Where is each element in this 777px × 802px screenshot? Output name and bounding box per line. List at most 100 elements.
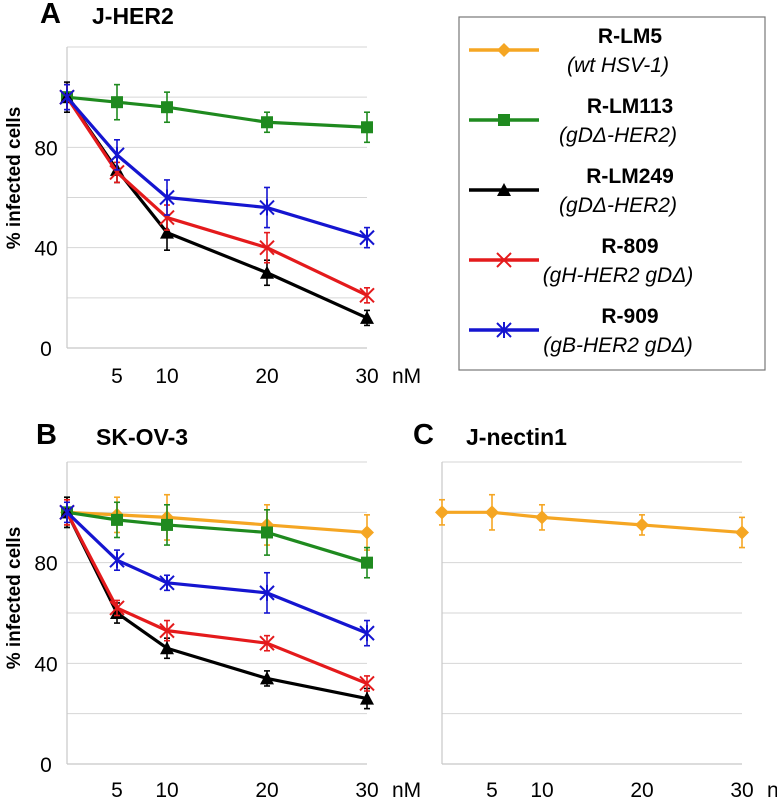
y-tick-label: 0 <box>40 338 52 361</box>
data-point <box>109 164 125 181</box>
data-point <box>259 584 275 601</box>
series-line <box>65 96 368 320</box>
data-point <box>635 517 649 532</box>
panel-b-ylabel: % infected cells <box>4 527 25 670</box>
x-tick-label: 20 <box>630 779 653 802</box>
legend-entry-r-lm249: R-LM249 (gDΔ-HER2) <box>469 165 677 217</box>
x-tick-label: 30 <box>730 779 753 802</box>
data-point <box>109 600 125 616</box>
x-tick-label: 5 <box>111 779 123 802</box>
data-point <box>360 310 374 324</box>
legend-swatch-marker <box>497 183 511 196</box>
panel-a-letter: A <box>40 0 61 30</box>
series-line <box>65 511 368 685</box>
x-tick-label: 10 <box>155 365 178 388</box>
series-r-909 <box>59 83 375 249</box>
series-r-lm113 <box>61 496 373 579</box>
data-point <box>161 518 173 531</box>
data-point <box>159 189 175 206</box>
legend-name: R-LM113 <box>587 95 673 118</box>
data-point <box>159 622 175 639</box>
x-tick-label: 20 <box>255 779 278 802</box>
panel-a-ylabel: % infected cells <box>4 107 25 250</box>
x-tick-label: 10 <box>155 779 178 802</box>
legend-entry-r-909: R-909 (gB-HER2 gDΔ) <box>469 305 693 357</box>
x-tick-label: 10 <box>530 779 553 802</box>
legend-subtitle: (gDΔ-HER2) <box>559 124 677 147</box>
legend-name: R-LM249 <box>586 165 674 188</box>
series-r-lm5 <box>435 493 749 549</box>
x-tick-label: 5 <box>111 365 123 388</box>
data-point <box>161 101 173 114</box>
data-point <box>361 121 373 134</box>
panel-c-title: J-nectin1 <box>466 424 567 450</box>
legend-swatch-marker <box>497 43 511 57</box>
legend: R-LM5 (wt HSV-1) R-LM113 (gDΔ-HER2) R-LM249 (… <box>469 25 693 357</box>
series-line <box>65 511 368 701</box>
legend-swatch-marker <box>498 114 510 126</box>
data-point <box>159 209 175 226</box>
x-unit-label: nM <box>392 779 421 802</box>
y-tick-label: 40 <box>34 238 57 261</box>
data-point <box>485 505 499 520</box>
data-point <box>109 146 125 163</box>
data-point <box>435 505 449 520</box>
data-point <box>59 89 75 106</box>
series-r-809 <box>59 83 375 304</box>
series-r-lm113 <box>61 83 373 144</box>
legend-swatch-marker <box>496 322 512 338</box>
data-point <box>160 225 174 239</box>
data-point <box>359 625 375 642</box>
x-tick-label: 30 <box>355 365 378 388</box>
data-point <box>360 525 374 540</box>
x-unit-label: nM <box>392 365 421 388</box>
data-point <box>260 265 274 279</box>
legend-box <box>458 16 766 371</box>
legend-name: R-809 <box>601 235 658 258</box>
legend-subtitle: (gH-HER2 gDΔ) <box>543 264 694 287</box>
x-tick-label: 30 <box>355 779 378 802</box>
series-r-lm5 <box>60 493 374 551</box>
series-line <box>65 96 368 297</box>
panel-a-title: J-HER2 <box>92 3 174 29</box>
data-point <box>111 96 123 109</box>
panel-c-letter: C <box>413 419 434 451</box>
x-tick-label: 20 <box>255 365 278 388</box>
x-tick-label: 5 <box>486 779 498 802</box>
data-point <box>360 691 374 705</box>
series-r-909 <box>59 501 375 647</box>
data-point <box>59 504 75 521</box>
legend-entry-r-lm113: R-LM113 (gDΔ-HER2) <box>469 95 677 147</box>
x-unit-label: nM <box>767 779 777 802</box>
data-point <box>735 525 749 540</box>
legend-subtitle: (wt HSV-1) <box>567 54 669 77</box>
y-tick-label: 40 <box>34 653 57 676</box>
legend-swatch-marker <box>496 252 512 268</box>
data-point <box>259 199 275 216</box>
panel-c-plot: 5 10 20 30 nM <box>435 461 777 802</box>
y-tick-label: 80 <box>34 553 57 576</box>
y-tick-label: 80 <box>34 137 57 160</box>
panel-b-title: SK-OV-3 <box>96 424 188 450</box>
legend-name: R-909 <box>601 305 658 328</box>
data-point <box>259 239 275 256</box>
data-point <box>160 641 174 655</box>
series-line <box>442 510 743 535</box>
data-point <box>261 526 273 539</box>
panel-a-plot: 0 40 80 5 10 20 30 nM <box>34 46 421 388</box>
legend-subtitle: (gB-HER2 gDΔ) <box>543 334 692 357</box>
legend-name: R-LM5 <box>598 25 662 48</box>
legend-subtitle: (gDΔ-HER2) <box>559 194 677 217</box>
data-point <box>159 574 175 591</box>
data-point <box>109 552 125 569</box>
data-point <box>535 510 549 525</box>
legend-entry-r-809: R-809 (gH-HER2 gDΔ) <box>469 235 693 287</box>
data-point <box>359 675 375 692</box>
data-point <box>261 116 273 129</box>
data-point <box>260 671 274 685</box>
legend-entry-r-lm5: R-LM5 (wt HSV-1) <box>469 25 669 77</box>
panel-b-plot: 0 40 80 5 10 20 30 nM <box>34 461 421 802</box>
data-point <box>359 229 375 246</box>
data-point <box>361 556 373 569</box>
